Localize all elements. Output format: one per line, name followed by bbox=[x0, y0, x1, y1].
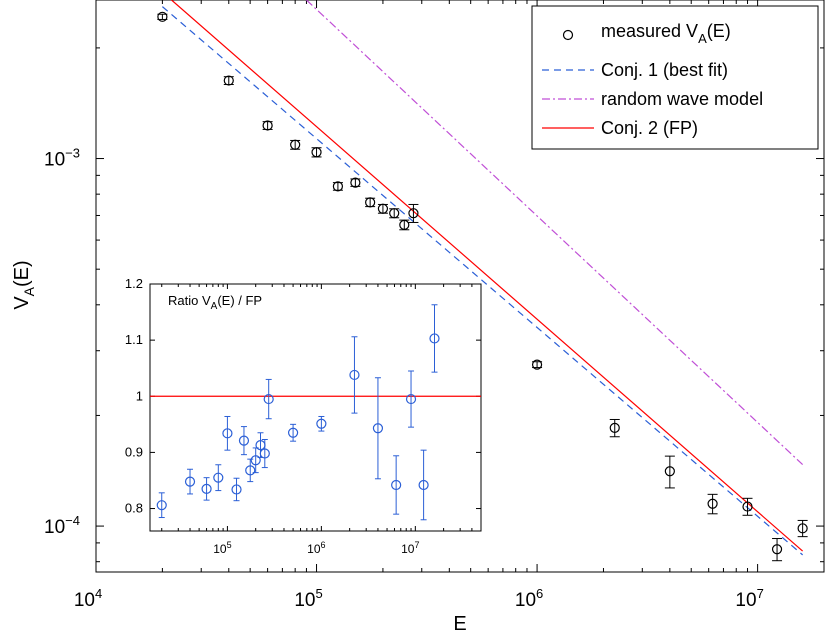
legend-entry-conj2: Conj. 2 (FP) bbox=[542, 118, 698, 138]
y-axis-label: VA(E) bbox=[11, 260, 37, 309]
main-data-layer bbox=[157, 0, 808, 562]
data-point bbox=[157, 11, 168, 22]
legend-circle-marker bbox=[562, 29, 574, 41]
data-point bbox=[797, 523, 808, 534]
inset-data-point bbox=[418, 479, 429, 491]
data-point bbox=[707, 498, 718, 509]
data-point bbox=[771, 544, 783, 555]
legend-entry-conj1: Conj. 1 (best fit) bbox=[542, 60, 728, 80]
data-point bbox=[742, 501, 753, 512]
inset-data-point bbox=[238, 435, 250, 446]
inset-data-point bbox=[245, 465, 256, 476]
inset-data-point bbox=[231, 484, 242, 495]
inset-data-point bbox=[250, 455, 261, 466]
inset-data-point bbox=[259, 448, 270, 459]
inset-y-tick-label: 1.2 bbox=[125, 276, 143, 291]
inset-data-point bbox=[222, 428, 233, 439]
inset-data-point bbox=[213, 472, 224, 483]
data-point bbox=[389, 208, 400, 219]
data-point bbox=[399, 219, 410, 230]
x-axis-label: E bbox=[453, 613, 466, 635]
legend-box bbox=[531, 5, 819, 150]
x-tick-label: 104 bbox=[74, 586, 102, 611]
legend-label-random-wave: random wave model bbox=[601, 89, 763, 109]
legend-label-measured: measured VA(E) bbox=[601, 21, 731, 46]
inset-data-point bbox=[429, 333, 440, 344]
y-tick-label: 10−4 bbox=[44, 513, 80, 538]
legend-entry-measured: measured VA(E) bbox=[562, 21, 731, 46]
main-y-tick-labels: 10−4 10−3 bbox=[44, 146, 80, 539]
inset-data-point bbox=[263, 393, 274, 405]
series-line-dashdot bbox=[306, 0, 804, 466]
inset-annotation: Ratio VA(E) / FP bbox=[168, 293, 262, 312]
x-tick-label: 105 bbox=[294, 586, 322, 611]
inset-x-tick-label: 105 bbox=[213, 540, 231, 556]
inset-y-tick-label: 1 bbox=[136, 388, 143, 403]
inset-y-tick-label: 1.1 bbox=[125, 332, 143, 347]
inset-data-layer bbox=[150, 304, 481, 521]
x-tick-label: 107 bbox=[735, 586, 763, 611]
inset-tick-marks bbox=[150, 283, 482, 531]
data-point bbox=[408, 208, 419, 219]
series-line-dashed bbox=[161, 6, 804, 556]
data-point bbox=[262, 120, 273, 131]
inset-data-point bbox=[316, 418, 327, 429]
inset-x-tick-labels: 105 106 107 bbox=[213, 540, 419, 556]
main-x-tick-labels: 104 105 106 107 bbox=[74, 586, 764, 611]
inset-data-point bbox=[201, 483, 212, 494]
inset-y-tick-label: 0.8 bbox=[125, 501, 143, 516]
x-tick-label: 106 bbox=[515, 586, 543, 611]
y-tick-label: 10−3 bbox=[44, 146, 80, 171]
legend-entry-random-wave: random wave model bbox=[542, 89, 763, 109]
inset-y-tick-label: 0.9 bbox=[125, 444, 143, 459]
inset-plot-area bbox=[149, 283, 482, 532]
data-point bbox=[223, 75, 234, 86]
data-point bbox=[609, 422, 620, 433]
inset-data-point bbox=[287, 427, 299, 438]
series-line-solid bbox=[171, 0, 804, 552]
inset-x-tick-label: 106 bbox=[307, 540, 325, 556]
legend-label-conj1: Conj. 1 (best fit) bbox=[601, 60, 728, 80]
data-point bbox=[664, 466, 675, 477]
data-point bbox=[350, 177, 361, 188]
inset-y-tick-labels: 0.8 0.9 1 1.1 1.2 bbox=[125, 276, 143, 516]
data-point bbox=[311, 147, 322, 158]
main-tick-marks bbox=[95, 0, 825, 572]
inset-data-point bbox=[372, 423, 384, 434]
inset-data-point bbox=[156, 500, 167, 511]
inset-data-point bbox=[349, 369, 360, 381]
data-point bbox=[290, 139, 301, 150]
data-point bbox=[531, 359, 543, 370]
inset-x-tick-label: 107 bbox=[401, 540, 419, 556]
inset-data-point bbox=[405, 393, 417, 405]
inset-data-point bbox=[391, 479, 402, 491]
data-point bbox=[332, 181, 344, 192]
data-point bbox=[365, 197, 376, 208]
inset-data-point bbox=[184, 476, 196, 487]
data-point bbox=[377, 203, 389, 214]
legend: measured VA(E) Conj. 1 (best fit) random… bbox=[531, 5, 819, 150]
legend-label-conj2: Conj. 2 (FP) bbox=[601, 118, 698, 138]
svg-text:VA(E): VA(E) bbox=[11, 260, 37, 309]
